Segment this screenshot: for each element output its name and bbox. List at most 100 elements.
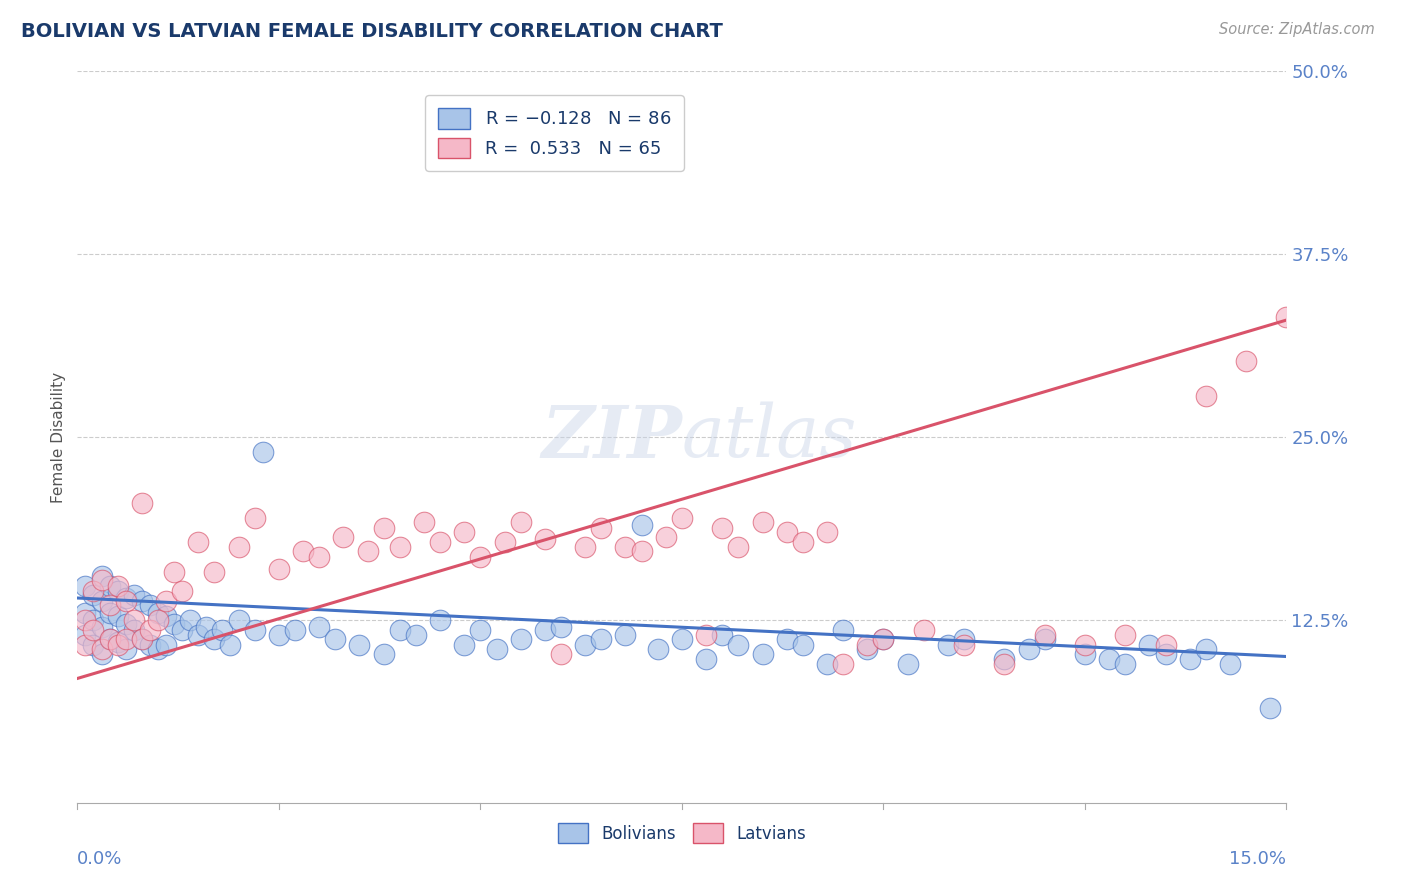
Point (711, 521, 734, 535)
Point (509, 632, 531, 646)
Point (1195, 389, 1218, 403)
Point (614, 627, 637, 641)
Point (75, 606, 97, 620)
Point (993, 657, 1015, 671)
Point (202, 565, 225, 579)
Point (90, 620, 112, 634)
Point (122, 623, 145, 637)
Point (107, 638, 129, 652)
Point (695, 627, 717, 641)
Text: BOLIVIAN VS LATVIAN FEMALE DISABILITY CORRELATION CHART: BOLIVIAN VS LATVIAN FEMALE DISABILITY CO… (21, 22, 723, 41)
Point (776, 632, 799, 646)
Point (146, 613, 169, 627)
Point (98, 632, 121, 646)
Point (98, 632, 121, 646)
Point (776, 525, 799, 540)
Point (630, 544, 652, 558)
Point (90, 594, 112, 608)
Point (75, 627, 97, 641)
Point (856, 642, 879, 657)
Point (470, 549, 492, 564)
Point (90, 574, 112, 588)
Point (413, 515, 436, 529)
Point (872, 632, 894, 646)
Point (711, 627, 734, 641)
Point (114, 642, 136, 657)
Point (453, 638, 475, 652)
Point (1219, 657, 1241, 671)
Point (131, 594, 153, 608)
Point (1139, 638, 1161, 652)
Point (90, 569, 112, 583)
Point (1195, 642, 1218, 657)
Point (727, 540, 749, 554)
Point (292, 544, 315, 558)
Point (936, 638, 959, 652)
Point (82, 588, 104, 602)
Point (727, 638, 749, 652)
Point (82, 623, 104, 637)
Point (202, 632, 225, 646)
Point (1018, 642, 1040, 657)
Point (172, 623, 194, 637)
Point (155, 608, 177, 623)
Point (172, 583, 194, 598)
Point (146, 642, 169, 657)
Point (591, 632, 613, 646)
Point (139, 638, 162, 652)
Point (228, 540, 250, 554)
Point (1275, 310, 1298, 325)
Point (131, 496, 153, 510)
Point (509, 515, 531, 529)
Point (163, 617, 186, 632)
Point (82, 583, 104, 598)
Point (139, 623, 162, 637)
Point (107, 608, 129, 623)
Point (284, 623, 307, 637)
Point (98, 606, 121, 620)
Point (179, 613, 201, 627)
Point (1074, 638, 1097, 652)
Point (388, 540, 411, 554)
Point (1033, 627, 1056, 641)
Point (75, 613, 97, 627)
Point (356, 544, 378, 558)
Point (323, 632, 346, 646)
Text: atlas: atlas (682, 401, 858, 473)
Point (591, 521, 613, 535)
Point (122, 588, 145, 602)
Point (993, 652, 1015, 666)
Point (75, 638, 97, 652)
Text: 0.0%: 0.0% (77, 849, 122, 868)
Point (98, 579, 121, 593)
Point (211, 623, 233, 637)
Point (1154, 638, 1177, 652)
Point (494, 535, 516, 549)
Point (228, 613, 250, 627)
Point (1098, 652, 1121, 666)
Point (1074, 647, 1097, 661)
Point (187, 535, 209, 549)
Point (614, 540, 637, 554)
Point (1114, 657, 1136, 671)
Point (75, 579, 97, 593)
Point (373, 521, 395, 535)
Point (139, 599, 162, 613)
Point (953, 632, 976, 646)
Point (534, 623, 557, 637)
Point (429, 535, 451, 549)
Point (405, 627, 427, 641)
Point (897, 657, 920, 671)
Point (90, 642, 112, 657)
Point (107, 579, 129, 593)
Point (107, 583, 129, 598)
Point (122, 613, 145, 627)
Point (308, 549, 330, 564)
Point (219, 638, 242, 652)
Point (485, 642, 508, 657)
Point (332, 530, 354, 544)
Text: Source: ZipAtlas.com: Source: ZipAtlas.com (1219, 22, 1375, 37)
Point (470, 623, 492, 637)
Legend: Bolivians, Latvians: Bolivians, Latvians (551, 817, 813, 849)
Point (267, 562, 290, 576)
